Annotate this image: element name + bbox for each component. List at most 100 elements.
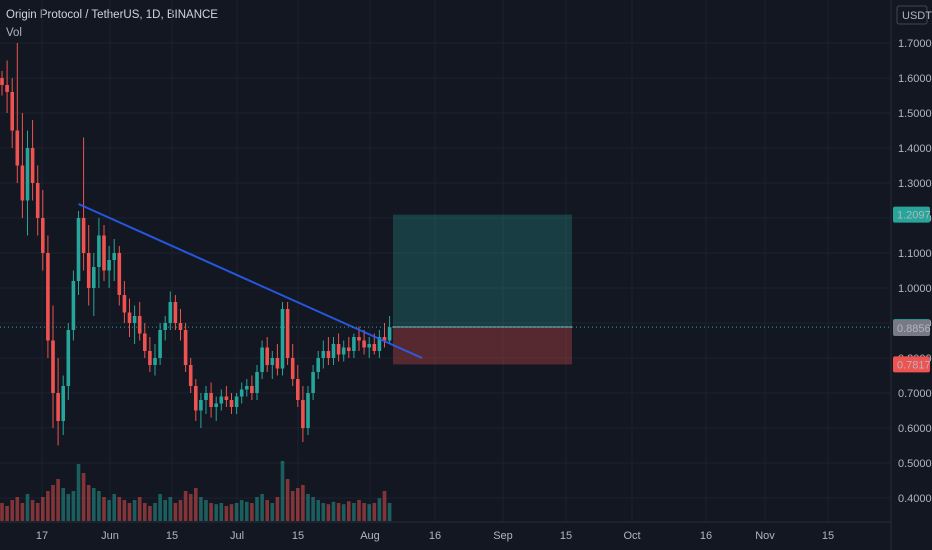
candle (199, 393, 203, 428)
candle-body (0, 78, 4, 85)
candle-body (199, 400, 203, 411)
time-tick-label: 15 (560, 530, 572, 542)
volume-bar (290, 491, 295, 521)
candle (148, 337, 152, 372)
candle (117, 246, 122, 306)
candle (92, 253, 96, 316)
volume-bar (168, 497, 173, 521)
volume-bar (132, 500, 137, 521)
volume-bars (0, 461, 392, 521)
candle (347, 337, 351, 358)
volume-bar (41, 497, 45, 521)
candle (224, 386, 229, 407)
volume-bar (255, 497, 259, 521)
candle-body (10, 92, 14, 131)
candle-body (92, 267, 96, 288)
time-tick-label: Jun (101, 530, 119, 542)
candle (178, 309, 183, 341)
volume-bar (194, 488, 198, 521)
volume-bar (153, 503, 157, 521)
candle (214, 396, 218, 421)
volume-bar (382, 491, 387, 521)
price-tick-label: 0.7000 (898, 388, 932, 400)
volume-bar (15, 497, 20, 521)
volume-bar (92, 488, 96, 521)
time-tick-label: 15 (292, 530, 304, 542)
volume-bar (66, 494, 71, 521)
candle (25, 130, 30, 236)
candle (336, 333, 341, 362)
position-zones (393, 214, 572, 365)
candle-body (341, 347, 346, 355)
volume-bar (326, 504, 331, 521)
volume-indicator-label[interactable]: Vol (6, 27, 22, 39)
candle (362, 330, 366, 355)
volume-bar (265, 500, 269, 521)
volume-bar (112, 494, 116, 521)
candle (20, 113, 25, 218)
candle-body (326, 351, 331, 358)
candle-body (387, 327, 392, 341)
candle (173, 295, 178, 330)
candle-body (25, 148, 30, 201)
candle-body (143, 333, 147, 351)
candle (71, 270, 76, 341)
volume-bar (362, 503, 366, 521)
volume-bar (25, 494, 30, 521)
price-label-entry: 0.8856 (893, 320, 931, 337)
price-tick-label: 0.6000 (898, 423, 932, 435)
candle-body (250, 386, 254, 393)
time-tick-label: Jul (230, 530, 244, 542)
candle (122, 281, 127, 323)
candle (290, 344, 295, 386)
price-label-text: 0.8856 (897, 323, 931, 335)
volume-bar (214, 504, 218, 521)
volume-bar (285, 479, 290, 521)
volume-bar (306, 494, 310, 521)
candle-body (41, 218, 45, 253)
stop-loss-zone (393, 328, 572, 365)
price-tick-label: 1.5000 (898, 108, 932, 120)
candle-body (51, 340, 55, 393)
candle (306, 386, 310, 435)
candle (35, 165, 40, 236)
candle-body (301, 400, 305, 428)
candle-body (214, 403, 218, 407)
price-tick-label: 1.4000 (898, 143, 932, 155)
candle-body (285, 309, 290, 358)
candle-body (148, 351, 152, 365)
volume-bar (127, 503, 132, 521)
candle (97, 218, 101, 288)
candle (260, 340, 264, 379)
candle (81, 137, 86, 271)
candle-body (229, 400, 234, 407)
candle (387, 316, 392, 344)
volume-bar (347, 501, 351, 521)
candle-body (265, 347, 269, 365)
candle (239, 382, 244, 404)
volume-bar (341, 504, 346, 521)
candle-body (5, 85, 9, 92)
candle-body (260, 347, 264, 372)
candle (61, 375, 65, 435)
candle-body (331, 344, 336, 358)
candle-body (35, 183, 40, 218)
volume-bar (183, 491, 188, 521)
price-label-take-profit: 1.2097 (893, 206, 931, 223)
candle-body (71, 281, 76, 330)
candle-body (239, 389, 244, 397)
volume-bar (224, 506, 229, 521)
volume-bar (229, 504, 234, 521)
candle-body (137, 316, 142, 334)
candle-body (296, 379, 300, 400)
volume-bar (148, 506, 152, 521)
candle-body (209, 393, 213, 407)
candle (132, 305, 137, 344)
take-profit-zone (393, 214, 572, 329)
volume-bar (71, 491, 76, 521)
price-label-text: 0.7817 (897, 359, 931, 371)
candle-body (204, 393, 208, 400)
candle (219, 389, 224, 411)
chart-title: Origin Protocol / TetherUS, 1D, BINANCE (6, 9, 218, 21)
